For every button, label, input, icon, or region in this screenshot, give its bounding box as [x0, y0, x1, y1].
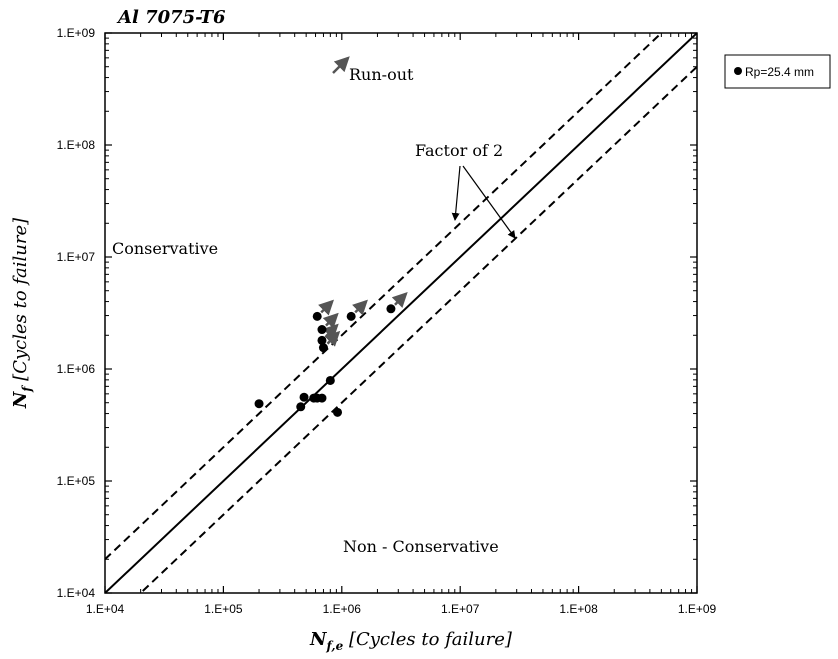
x-tick-label: 1.E+04	[86, 602, 125, 616]
data-point	[325, 375, 335, 385]
factor-label: Factor of 2	[415, 141, 503, 160]
factor-arrow-lower	[462, 165, 516, 239]
y-tick-label: 1.E+09	[57, 26, 96, 40]
x-tick-label: 1.E+06	[323, 602, 362, 616]
y-axis-tick-labels: 1.E+04 1.E+05 1.E+06 1.E+07 1.E+08 1.E+09	[57, 26, 96, 600]
runout-arrow	[318, 299, 334, 316]
legend-label: Rp=25.4 mm	[745, 65, 814, 79]
legend-marker	[734, 67, 742, 75]
runout-arrow	[391, 291, 408, 308]
legend-box	[724, 54, 831, 89]
x-axis-tick-labels: 1.E+04 1.E+05 1.E+06 1.E+07 1.E+08 1.E+09	[86, 602, 717, 616]
y-tick-label: 1.E+05	[57, 474, 96, 488]
reference-lines	[105, 33, 697, 593]
data-point	[312, 311, 322, 321]
runout-arrows	[318, 291, 408, 347]
chart-title: Al 7075-T6	[116, 7, 226, 28]
x-axis-label-sub: f,e	[326, 639, 344, 653]
data-point	[333, 407, 343, 417]
data-point	[346, 311, 356, 321]
runout-arrow	[352, 299, 368, 316]
plot-area	[104, 32, 698, 594]
y-tick-label: 1.E+06	[57, 362, 96, 376]
conservative-label: Conservative	[112, 239, 218, 258]
equal-reference-line	[105, 33, 697, 593]
data-point	[386, 304, 396, 314]
data-point	[254, 399, 264, 409]
y-tick-label: 1.E+07	[57, 250, 96, 264]
x-tick-label: 1.E+09	[678, 602, 717, 616]
legend: Rp=25.4 mm	[724, 54, 831, 89]
x-tick-label: 1.E+05	[204, 602, 243, 616]
x-axis-label: Nf,e [Cycles to failure]	[309, 629, 513, 653]
runout-label: Run-out	[349, 65, 414, 84]
y-tick-label: 1.E+08	[57, 138, 96, 152]
y-axis-label-main: N	[10, 390, 31, 409]
x-axis-label-rest: [Cycles to failure]	[343, 629, 513, 650]
lower-reference-line	[139, 65, 697, 593]
data-point	[318, 343, 328, 353]
upper-reference-line	[105, 33, 663, 561]
data-point	[317, 325, 327, 335]
x-tick-label: 1.E+08	[559, 602, 598, 616]
runout-arrow	[324, 330, 341, 347]
data-point	[299, 392, 309, 402]
y-axis-label: Nf [Cycles to failure]	[10, 217, 34, 409]
non-conservative-label: Non - Conservative	[343, 537, 499, 556]
data-point	[317, 335, 327, 345]
data-point	[296, 402, 306, 412]
runout-legend-arrow	[332, 56, 350, 74]
data-points	[254, 304, 396, 417]
y-axis-label-rest: [Cycles to failure]	[10, 217, 31, 387]
runout-arrow	[322, 312, 339, 329]
y-tick-label: 1.E+04	[57, 586, 96, 600]
y-axis-label-sub: f	[20, 385, 34, 393]
axis-ticks	[104, 32, 698, 594]
data-point	[317, 393, 327, 403]
x-axis-label-main: N	[309, 629, 328, 650]
factor-arrow-upper	[451, 165, 461, 221]
x-tick-label: 1.E+07	[441, 602, 480, 616]
